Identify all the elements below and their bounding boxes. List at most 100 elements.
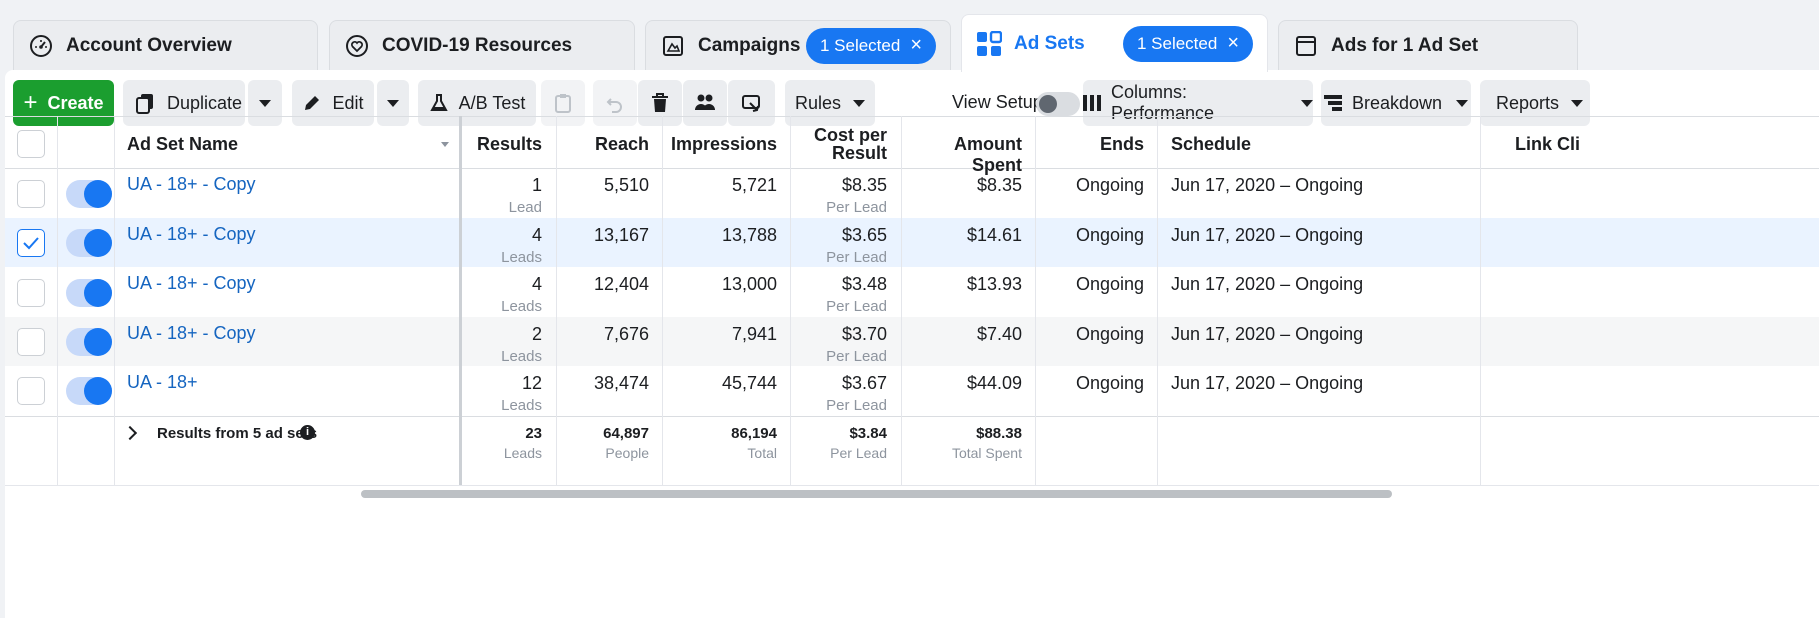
column-header-amount-spent[interactable]: Amount Spent <box>954 134 1022 175</box>
totals-reach: 64,897 <box>603 425 649 442</box>
ad-set-name-link[interactable]: UA - 18+ - Copy <box>127 174 256 194</box>
cost-value: $3.65 <box>841 225 887 245</box>
tab-label: Ad Sets <box>1014 32 1085 54</box>
totals-divider <box>5 416 1819 417</box>
plus-icon: + <box>23 89 38 116</box>
amount-value: $13.93 <box>966 274 1022 294</box>
amount-value: $7.40 <box>976 324 1022 344</box>
breakdown-icon <box>1323 95 1342 111</box>
duplicate-button[interactable]: Duplicate <box>123 80 245 126</box>
row-toggle[interactable] <box>66 229 112 257</box>
create-button[interactable]: + Create <box>13 80 114 126</box>
row-toggle[interactable] <box>66 328 112 356</box>
tab-bar: Account Overview COVID-19 Resources Camp… <box>0 0 1819 72</box>
cost-header-line2: Result <box>831 143 887 163</box>
preview-button[interactable] <box>728 80 775 126</box>
ad-set-name-link[interactable]: UA - 18+ - Copy <box>127 273 256 293</box>
column-header-ends[interactable]: Ends <box>1099 134 1144 154</box>
reports-button[interactable]: Reports <box>1480 80 1590 126</box>
cost-unit: Per Lead <box>826 348 887 365</box>
amount-value: $44.09 <box>966 373 1022 393</box>
cost-value: $3.48 <box>841 274 887 294</box>
expand-chevron-icon[interactable] <box>122 425 138 441</box>
column-header-name[interactable]: Ad Set Name <box>127 134 239 154</box>
row-checkbox[interactable] <box>17 328 45 356</box>
row-checkbox[interactable] <box>17 180 45 208</box>
tab-campaigns[interactable]: Campaigns 1 Selected × <box>645 20 951 70</box>
chevron-down-icon <box>387 99 399 107</box>
close-icon[interactable]: × <box>910 34 922 56</box>
breakdown-label: Breakdown <box>1351 92 1443 113</box>
tab-account-overview[interactable]: Account Overview <box>13 20 318 70</box>
results-unit: Lead <box>508 199 542 216</box>
row-checkbox[interactable] <box>17 229 45 257</box>
edit-button[interactable]: Edit <box>292 80 374 126</box>
close-icon[interactable]: × <box>1227 32 1239 54</box>
people-icon <box>694 93 716 113</box>
audience-button[interactable] <box>683 80 727 126</box>
column-divider <box>901 116 902 485</box>
tab-ad-sets[interactable]: Ad Sets 1 Selected × <box>961 14 1268 72</box>
row-toggle[interactable] <box>66 279 112 307</box>
results-value: 12 <box>521 373 542 393</box>
column-header-reach[interactable]: Reach <box>594 134 649 154</box>
clipboard-button[interactable] <box>541 80 585 126</box>
tab-label: COVID-19 Resources <box>382 34 573 56</box>
totals-cost: $3.84 <box>849 425 887 442</box>
selected-badge[interactable]: 1 Selected × <box>805 27 936 64</box>
ad-set-name-link[interactable]: UA - 18+ - Copy <box>127 323 256 343</box>
totals-impressions-unit: Total <box>747 445 777 461</box>
gauge-icon <box>28 33 54 59</box>
reach-value: 38,474 <box>593 373 649 393</box>
totals-impressions: 86,194 <box>731 425 777 442</box>
results-value: 1 <box>531 175 542 195</box>
duplicate-dropdown-button[interactable] <box>248 80 282 126</box>
column-divider <box>114 116 115 485</box>
view-setup-toggle[interactable] <box>1036 92 1080 116</box>
view-setup-label: View Setup <box>952 92 1043 112</box>
ab-test-button[interactable]: A/B Test <box>418 80 536 126</box>
row-checkbox[interactable] <box>17 279 45 307</box>
tab-label: Ads for 1 Ad Set <box>1331 34 1479 56</box>
edit-dropdown-button[interactable] <box>377 80 409 126</box>
impressions-value: 45,744 <box>721 373 777 393</box>
table-top-border <box>5 116 1819 117</box>
sort-icon[interactable] <box>441 142 449 147</box>
flask-icon <box>429 93 449 113</box>
select-all-checkbox[interactable] <box>17 130 45 158</box>
row-checkbox[interactable] <box>17 377 45 405</box>
row-toggle[interactable] <box>66 180 112 208</box>
column-header-link-clicks[interactable]: Link Cli <box>1515 134 1581 154</box>
row-toggle[interactable] <box>66 377 112 405</box>
schedule-value: Jun 17, 2020 – Ongoing <box>1171 274 1364 294</box>
column-header-cost-per-result[interactable]: Cost per Result <box>795 126 887 162</box>
column-divider <box>1035 116 1036 485</box>
column-header-results[interactable]: Results <box>476 134 542 154</box>
horizontal-scrollbar[interactable] <box>361 490 1392 498</box>
tab-ads[interactable]: Ads for 1 Ad Set <box>1278 20 1578 70</box>
delete-button[interactable] <box>638 80 682 126</box>
create-label: Create <box>47 92 104 113</box>
pencil-icon <box>302 93 322 113</box>
ad-set-name-link[interactable]: UA - 18+ - Copy <box>127 224 256 244</box>
ad-set-name-link[interactable]: UA - 18+ <box>127 372 198 392</box>
ends-value: Ongoing <box>1075 175 1144 195</box>
column-header-impressions[interactable]: Impressions <box>670 134 777 154</box>
tab-label: Account Overview <box>66 34 232 56</box>
results-unit: Leads <box>501 348 542 365</box>
column-divider <box>790 116 791 485</box>
ab-test-label: A/B Test <box>458 92 526 113</box>
amount-value: $14.61 <box>966 225 1022 245</box>
undo-icon <box>605 93 625 113</box>
column-header-schedule[interactable]: Schedule <box>1171 134 1252 154</box>
tab-covid-resources[interactable]: COVID-19 Resources <box>329 20 635 70</box>
breakdown-button[interactable]: Breakdown <box>1321 80 1471 126</box>
toolbar: + Create Duplicate Edit A/B Test <box>5 80 1819 126</box>
cost-value: $3.70 <box>841 324 887 344</box>
columns-button[interactable]: Columns: Performance <box>1083 80 1313 126</box>
selected-badge[interactable]: 1 Selected × <box>1122 25 1253 62</box>
info-icon[interactable]: i <box>300 425 315 440</box>
undo-button[interactable] <box>593 80 637 126</box>
reach-value: 12,404 <box>593 274 649 294</box>
rules-button[interactable]: Rules <box>785 80 875 126</box>
